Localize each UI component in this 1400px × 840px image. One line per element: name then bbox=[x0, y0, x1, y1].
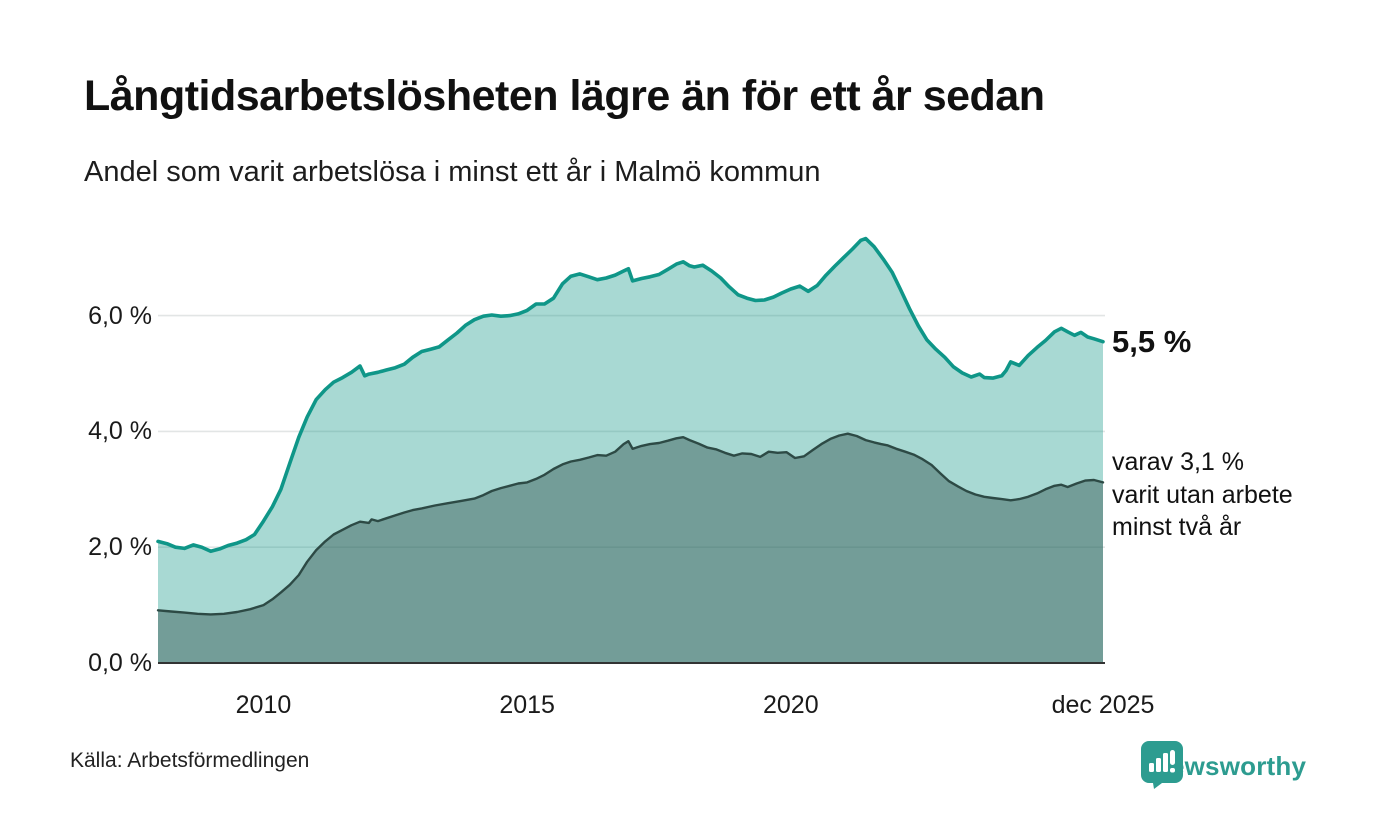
newsworthy-icon bbox=[1141, 741, 1183, 789]
x-tick-label: dec 2025 bbox=[1051, 691, 1155, 719]
total-area bbox=[158, 238, 1103, 663]
source-caption: Källa: Arbetsförmedlingen bbox=[70, 749, 310, 772]
y-tick-label: 6,0 % bbox=[88, 301, 152, 330]
x-tick-label: 2020 bbox=[763, 691, 819, 719]
page-title: Långtidsarbetslösheten lägre än för ett … bbox=[84, 72, 1045, 120]
two-year-line bbox=[156, 432, 1105, 616]
y-tick-label: 4,0 % bbox=[88, 417, 152, 446]
total-value-annotation: 5,5 % bbox=[1112, 324, 1192, 359]
y-tick-label: 0,0 % bbox=[88, 649, 152, 677]
brand-logo: Newsworthy bbox=[1141, 741, 1306, 791]
two-year-area bbox=[158, 433, 1103, 663]
x-tick-label: 2015 bbox=[499, 691, 555, 719]
y-tick-label: 2,0 % bbox=[88, 533, 152, 562]
x-tick-label: 2010 bbox=[235, 691, 292, 719]
total-line bbox=[156, 236, 1105, 554]
two-year-value-annotation: varav 3,1 % varit utan arbete minst två … bbox=[1112, 448, 1293, 541]
gridlines bbox=[158, 314, 1105, 549]
page-subtitle: Andel som varit arbetslösa i minst ett å… bbox=[84, 156, 821, 188]
